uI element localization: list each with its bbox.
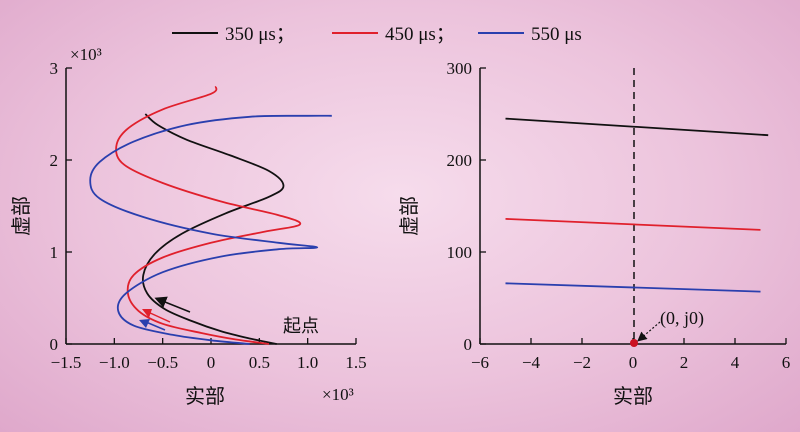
left-ticks: −1.5 −1.0 −0.5 0 0.5 1.0 1.5 0 1 2 3 — [50, 59, 367, 372]
right-chart: −6 −4 −2 0 2 4 6 0 100 200 300 实部 虚部 (0, j0) — [398, 59, 790, 408]
legend: 350 μs； 450 μs； 550 μs — [172, 24, 582, 45]
right-x-tick-label: −2 — [573, 353, 591, 372]
left-x-tick-label: 1.0 — [297, 353, 318, 372]
right-series-550-μs — [505, 282, 761, 293]
left-x-axis-title: 实部 — [185, 385, 225, 408]
legend-label-350: 350 μs； — [225, 24, 295, 45]
left-series-450-μs — [115, 85, 302, 345]
left-x-tick-label: 0.5 — [249, 353, 270, 372]
left-y-multiplier: ×10³ — [70, 45, 102, 64]
right-series — [505, 117, 769, 293]
direction-arrow-350 — [154, 296, 191, 313]
right-y-tick-label: 200 — [447, 151, 473, 170]
right-y-tick-label: 100 — [447, 243, 473, 262]
legend-label-550: 550 μs — [531, 24, 582, 45]
left-y-tick-label: 0 — [50, 335, 59, 354]
left-series-350-μs — [141, 113, 285, 345]
right-x-tick-label: −6 — [471, 353, 489, 372]
right-y-axis-title: 虚部 — [398, 196, 421, 236]
legend-label-450: 450 μs； — [385, 24, 455, 45]
right-series-450-μs — [505, 218, 761, 231]
right-series-350-μs — [505, 117, 769, 137]
direction-arrowhead-550 — [139, 319, 150, 328]
direction-arrowhead-450 — [142, 309, 152, 318]
direction-arrow-450 — [147, 311, 171, 323]
origin-pointer — [637, 321, 661, 342]
left-y-tick-label: 1 — [50, 243, 59, 262]
left-x-tick-label: 1.5 — [345, 353, 366, 372]
start-point-label: 起点 — [283, 316, 319, 336]
left-x-tick-label: −1.5 — [51, 353, 82, 372]
left-x-multiplier: ×10³ — [322, 385, 354, 404]
right-x-tick-label: 6 — [782, 353, 791, 372]
right-x-tick-label: 4 — [731, 353, 740, 372]
left-y-axis-title: 虚部 — [10, 196, 33, 236]
left-y-tick-label: 3 — [50, 59, 59, 78]
left-x-tick-label: −0.5 — [147, 353, 178, 372]
left-series-550-μs — [89, 114, 332, 345]
left-x-tick-label: −1.0 — [99, 353, 130, 372]
right-ticks: −6 −4 −2 0 2 4 6 0 100 200 300 — [447, 59, 791, 372]
right-x-axis-title: 实部 — [613, 385, 653, 408]
right-x-tick-label: 0 — [629, 353, 638, 372]
direction-arrow-550 — [145, 321, 166, 331]
right-x-tick-label: −4 — [522, 353, 541, 372]
right-y-tick-label: 0 — [464, 335, 473, 354]
left-x-tick-label: 0 — [207, 353, 216, 372]
origin-label: (0, j0) — [660, 308, 704, 329]
right-y-tick-label: 300 — [447, 59, 473, 78]
left-series — [89, 85, 332, 345]
origin-marker — [630, 339, 638, 347]
right-x-tick-label: 2 — [680, 353, 689, 372]
left-y-tick-label: 2 — [50, 151, 59, 170]
